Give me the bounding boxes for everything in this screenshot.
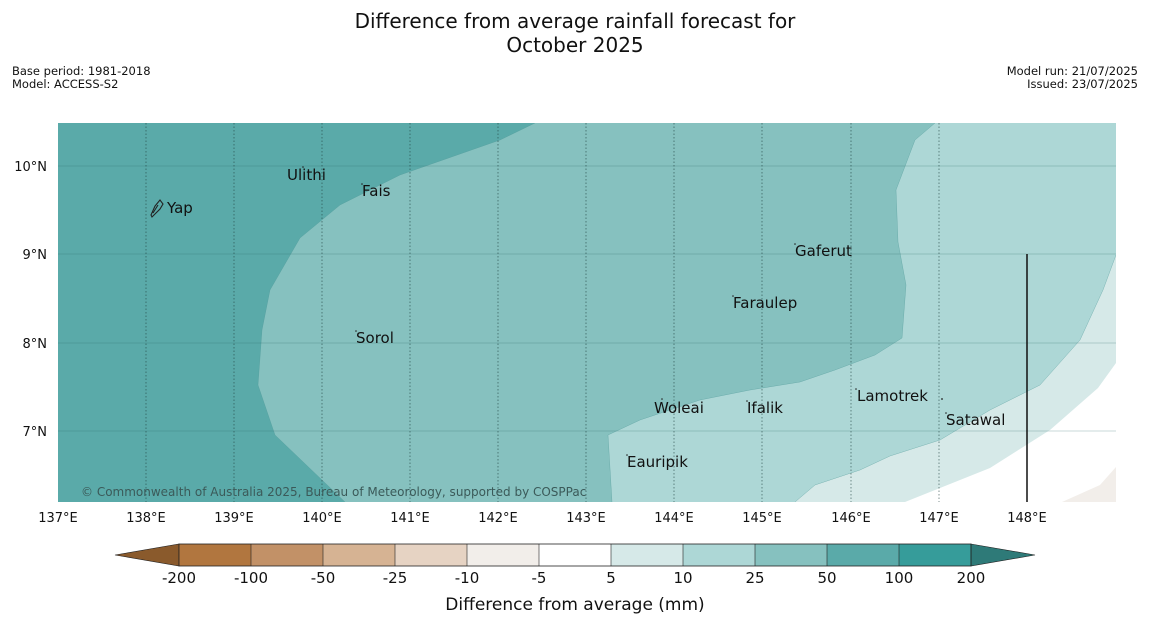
zone-10-25 bbox=[608, 123, 1116, 502]
model-run: Model run: 21/07/2025 bbox=[1006, 64, 1138, 78]
meta-left: Base period: 1981-2018 Model: ACCESS-S2 bbox=[12, 65, 151, 91]
legend-tick: -100 bbox=[234, 569, 268, 587]
lon-label: 144°E bbox=[654, 511, 694, 526]
legend-tick: 25 bbox=[745, 569, 764, 587]
lon-label: 139°E bbox=[214, 511, 254, 526]
place-label-ifalik: Ifalik bbox=[747, 399, 783, 417]
lon-label: 138°E bbox=[126, 511, 166, 526]
yap-island-shape bbox=[150, 199, 164, 218]
contour-lines bbox=[257, 123, 1116, 502]
legend-tick-labels: -200 -100 -50 -25 -10 -5 5 10 25 50 100 … bbox=[162, 569, 985, 587]
lon-label: 143°E bbox=[566, 511, 606, 526]
lon-label: 145°E bbox=[742, 511, 782, 526]
legend-swatch bbox=[323, 544, 395, 566]
place-label-woleai: Woleai bbox=[654, 399, 704, 417]
place-label-faraulep: Faraulep bbox=[733, 294, 797, 312]
place-labels: Yap Ulithi Fais Gaferut Faraulep Sorol L… bbox=[166, 166, 1005, 471]
issued-date: Issued: 23/07/2025 bbox=[1027, 77, 1138, 91]
lon-label: 146°E bbox=[831, 511, 871, 526]
lon-label: 147°E bbox=[919, 511, 959, 526]
place-label-eauripik: Eauripik bbox=[627, 453, 688, 471]
legend-swatch bbox=[683, 544, 755, 566]
place-label-ulithi: Ulithi bbox=[287, 166, 326, 184]
meta-right: Model run: 21/07/2025 Issued: 23/07/2025 bbox=[1007, 65, 1138, 91]
legend-swatch bbox=[251, 544, 323, 566]
title-line-1: Difference from average rainfall forecas… bbox=[354, 9, 796, 33]
legend-tick: -200 bbox=[162, 569, 196, 587]
legend-swatch bbox=[899, 544, 971, 566]
lon-label: 141°E bbox=[390, 511, 430, 526]
lat-label: 10°N bbox=[14, 160, 47, 175]
lon-label: 148°E bbox=[1007, 511, 1047, 526]
lat-label: 9°N bbox=[23, 248, 48, 263]
legend-tick: -5 bbox=[532, 569, 547, 587]
zone-neutral bbox=[905, 363, 1116, 502]
legend-extend-high bbox=[970, 543, 1036, 567]
place-label-fais: Fais bbox=[362, 182, 391, 200]
legend-swatch bbox=[467, 544, 539, 566]
title-line-2: October 2025 bbox=[506, 33, 644, 57]
lat-label: 8°N bbox=[23, 337, 48, 352]
legend-swatch bbox=[539, 544, 611, 566]
lon-label: 140°E bbox=[302, 511, 342, 526]
place-label-sorol: Sorol bbox=[356, 329, 394, 347]
place-label-yap: Yap bbox=[166, 199, 193, 217]
legend-extend-low bbox=[114, 543, 180, 567]
lon-label: 142°E bbox=[478, 511, 518, 526]
lon-label: 137°E bbox=[38, 511, 78, 526]
legend-swatch bbox=[611, 544, 683, 566]
zone-dry-slight bbox=[1062, 467, 1116, 502]
legend-tick: 10 bbox=[673, 569, 692, 587]
place-label-lamotrek: Lamotrek bbox=[857, 387, 928, 405]
legend-swatch bbox=[179, 544, 251, 566]
legend-tick: -25 bbox=[383, 569, 408, 587]
island-markers bbox=[302, 166, 947, 456]
copyright-text: © Commonwealth of Australia 2025, Bureau… bbox=[81, 485, 586, 499]
legend-tick: -10 bbox=[455, 569, 480, 587]
legend-tick: -50 bbox=[311, 569, 336, 587]
legend-tick: 200 bbox=[957, 569, 986, 587]
legend-swatch bbox=[827, 544, 899, 566]
legend-title: Difference from average (mm) bbox=[445, 595, 704, 615]
page-title: Difference from average rainfall forecas… bbox=[0, 9, 1150, 57]
place-label-satawal: Satawal bbox=[946, 411, 1005, 429]
color-legend: -200 -100 -50 -25 -10 -5 5 10 25 50 100 … bbox=[114, 543, 1036, 615]
legend-swatch bbox=[755, 544, 827, 566]
lat-label: 7°N bbox=[23, 425, 48, 440]
legend-tick: 100 bbox=[885, 569, 914, 587]
map-area: Yap Ulithi Fais Gaferut Faraulep Sorol L… bbox=[58, 123, 1116, 502]
model-name: Model: ACCESS-S2 bbox=[12, 77, 119, 91]
lon-axis-labels: 137°E 138°E 139°E 140°E 141°E 142°E 143°… bbox=[38, 511, 1047, 526]
place-label-gaferut: Gaferut bbox=[795, 242, 852, 260]
legend-tick: 50 bbox=[817, 569, 836, 587]
legend-tick: 5 bbox=[606, 569, 616, 587]
legend-swatch bbox=[395, 544, 467, 566]
lat-axis-labels: 10°N 9°N 8°N 7°N bbox=[14, 160, 47, 440]
base-period: Base period: 1981-2018 bbox=[12, 64, 151, 78]
lon-gridlines bbox=[145, 123, 940, 502]
